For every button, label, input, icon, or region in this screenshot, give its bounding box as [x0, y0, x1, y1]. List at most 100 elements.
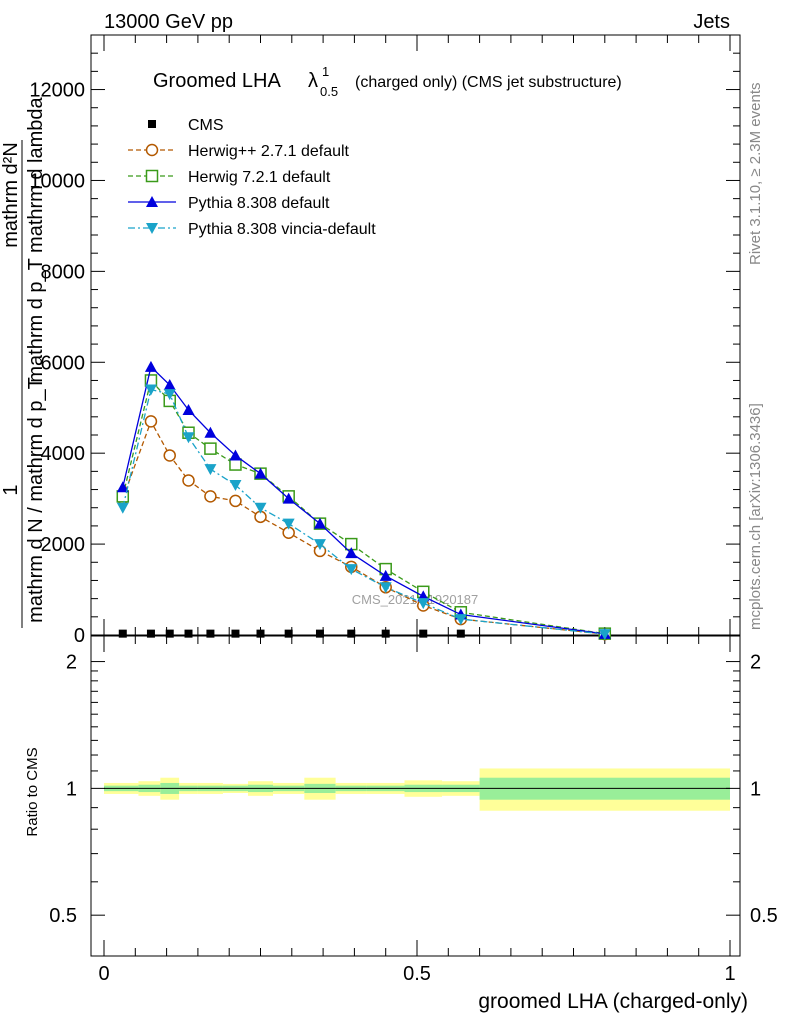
data-point — [184, 629, 193, 638]
data-point — [254, 502, 267, 514]
legend-marker — [145, 143, 159, 157]
ylabel-bottom: mathrm d N / mathrm d p_T — [25, 377, 47, 623]
ratio-bands — [104, 768, 730, 811]
main-axis-ticks: 0 2000 4000 6000 8000 10000 12000 — [29, 34, 740, 647]
ratio-y-tick-label-right: 1 — [750, 778, 761, 800]
data-point — [282, 518, 295, 530]
legend-item: Pythia 8.308 default — [128, 195, 330, 212]
data-point — [379, 582, 392, 594]
data-point — [204, 490, 217, 503]
series-layer — [116, 360, 612, 641]
data-point — [144, 360, 157, 372]
data-point — [116, 502, 129, 514]
x-tick-label: 0 — [98, 963, 109, 985]
energy-label: 13000 GeV pp — [104, 11, 233, 33]
series-cms — [118, 629, 465, 638]
data-point — [182, 474, 195, 487]
category-label: Jets — [693, 11, 730, 33]
ylabel-sub-bottom: mathrm d p_T mathrm d lambda — [25, 96, 47, 382]
data-point — [118, 629, 127, 638]
data-point — [284, 629, 293, 638]
ratio-y-tick-label-right: 2 — [750, 652, 761, 674]
data-point — [456, 629, 465, 638]
legend-label: Pythia 8.308 vincia-default — [188, 221, 376, 238]
data-point — [598, 629, 611, 641]
data-point — [313, 517, 326, 529]
data-point — [231, 629, 240, 638]
data-point — [254, 467, 267, 479]
data-point — [282, 492, 295, 504]
legend-label: Herwig 7.2.1 default — [188, 169, 331, 186]
main-ylabel: 1 mathrm d N / mathrm d p_T mathrm d²N m… — [0, 96, 47, 628]
y-tick-label: 8000 — [41, 261, 86, 283]
series-line — [122, 419, 605, 635]
ratio-y-tick-label: 2 — [66, 652, 77, 674]
data-point — [144, 415, 158, 428]
data-point — [206, 629, 215, 638]
data-point — [381, 629, 390, 638]
data-point — [163, 449, 176, 462]
legend-label: Herwig++ 2.7.1 default — [188, 143, 350, 160]
title-rest: (charged only) (CMS jet substructure) — [355, 74, 622, 91]
data-point — [204, 464, 217, 476]
y-tick-label: 12000 — [29, 80, 85, 102]
rivet-label: Rivet 3.1.10, ≥ 2.3M events — [747, 83, 764, 266]
ratio-axis-ticks: 0.5 0.5 1 1 2 2 0 0.5 1 — [49, 636, 778, 985]
y-tick-label: 2000 — [41, 534, 86, 556]
data-point — [345, 547, 358, 559]
data-point — [146, 629, 155, 638]
legend-item: CMS — [148, 117, 224, 134]
y-tick-label: 0 — [74, 625, 85, 647]
data-point — [144, 384, 157, 396]
y-tick-label: 10000 — [29, 170, 85, 192]
data-point — [345, 564, 358, 576]
data-point — [165, 629, 174, 638]
data-point — [347, 629, 356, 638]
series-line — [122, 388, 605, 635]
ratio-y-tick-label: 0.5 — [49, 905, 77, 927]
xlabel: groomed LHA (charged-only) — [478, 990, 748, 1013]
data-point — [204, 442, 217, 455]
x-tick-label: 0.5 — [403, 963, 431, 985]
ratio-frame — [90, 635, 741, 957]
chart-title: Groomed LHA λ 1 0.5 (charged only) (CMS … — [153, 64, 622, 99]
legend-marker — [146, 223, 158, 234]
ylabel-top: 1 — [0, 484, 22, 495]
series-pythia-8-308-vincia-default — [116, 384, 611, 641]
data-point — [229, 458, 242, 471]
ylabel-sub-top: mathrm d²N — [0, 142, 22, 248]
data-point — [419, 629, 428, 638]
legend-marker — [148, 120, 156, 128]
data-point — [315, 629, 324, 638]
legend-item: Herwig 7.2.1 default — [128, 169, 331, 186]
title-sup: 1 — [322, 64, 329, 79]
data-point — [229, 449, 242, 461]
title-lambda: λ — [308, 70, 318, 92]
legend-item: Pythia 8.308 vincia-default — [128, 221, 376, 238]
main-frame — [90, 34, 741, 636]
data-point — [379, 569, 392, 581]
data-point — [229, 494, 242, 508]
x-tick-label: 1 — [724, 963, 735, 985]
legend-label: Pythia 8.308 default — [188, 195, 330, 212]
legend-item: Herwig++ 2.7.1 default — [128, 143, 350, 160]
data-point — [454, 614, 467, 626]
data-point — [182, 404, 195, 415]
legend-label: CMS — [188, 117, 224, 134]
legend-marker — [146, 196, 158, 207]
data-point — [116, 481, 129, 493]
data-point — [163, 379, 176, 390]
title-sub: 0.5 — [320, 84, 338, 99]
legend: CMS Herwig++ 2.7.1 default Herwig 7.2.1 de… — [128, 117, 376, 238]
data-point — [417, 598, 430, 610]
ratio-y-tick-label: 1 — [66, 778, 77, 800]
data-point — [182, 432, 195, 444]
legend-marker — [145, 169, 159, 183]
data-point — [204, 426, 217, 438]
title-main: Groomed LHA — [153, 70, 281, 92]
data-point — [229, 480, 242, 491]
data-point — [163, 389, 176, 401]
ratio-ylabel: Ratio to CMS — [24, 747, 41, 836]
ratio-y-tick-label-right: 0.5 — [750, 905, 778, 927]
